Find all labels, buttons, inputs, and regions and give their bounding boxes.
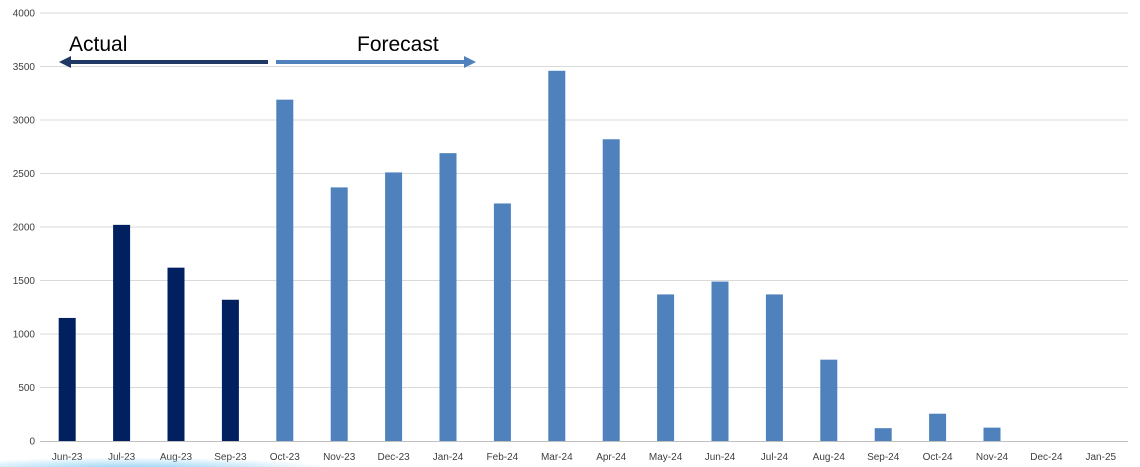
- x-tick-label: Aug-24: [813, 452, 846, 463]
- x-tick-label: May-24: [649, 452, 683, 463]
- bar-sep-24: [874, 428, 892, 441]
- gridlines: [40, 12, 1128, 388]
- y-tick-label: 1500: [13, 276, 36, 287]
- bar-jun-23: [58, 317, 76, 441]
- bar-oct-24: [929, 413, 947, 441]
- x-tick-label: Dec-23: [377, 452, 410, 463]
- x-tick-label: Sep-23: [214, 452, 247, 463]
- x-tick-label: Feb-24: [487, 452, 519, 463]
- bar-aug-24: [820, 359, 838, 441]
- y-tick-label: 1000: [13, 330, 36, 341]
- bar-nov-23: [330, 187, 348, 441]
- x-tick-label: Jan-25: [1086, 452, 1117, 463]
- x-tick-label: Mar-24: [541, 452, 573, 463]
- bar-dec-23: [385, 172, 403, 441]
- x-tick-label: Oct-24: [923, 452, 953, 463]
- x-tick-label: Nov-23: [323, 452, 356, 463]
- bar-jul-23: [113, 224, 131, 441]
- x-tick-label: Jul-24: [761, 452, 789, 463]
- x-tick-label: Jan-24: [433, 452, 464, 463]
- bar-jul-24: [765, 294, 783, 441]
- actual-arrow-head: [59, 56, 71, 68]
- bars: [58, 70, 1001, 442]
- bar-aug-23: [167, 267, 185, 441]
- y-tick-label: 3500: [13, 62, 36, 73]
- x-tick-label: Sep-24: [867, 452, 900, 463]
- x-tick-label: Jun-23: [52, 452, 83, 463]
- bar-oct-23: [276, 99, 294, 442]
- bar-sep-23: [221, 299, 239, 441]
- bar-may-24: [657, 294, 675, 441]
- y-tick-label: 2500: [13, 169, 36, 180]
- bar-mar-24: [548, 70, 566, 441]
- bar-jun-24: [711, 281, 729, 441]
- bar-apr-24: [602, 139, 620, 441]
- x-tick-label: Jun-24: [705, 452, 736, 463]
- forecast-arrow-head: [464, 56, 476, 68]
- x-tick-label: Nov-24: [976, 452, 1009, 463]
- bar-feb-24: [493, 203, 511, 441]
- y-tick-label: 4000: [13, 9, 36, 20]
- x-tick-label: Jul-23: [108, 452, 136, 463]
- actual-annotation-label: Actual: [69, 33, 127, 56]
- y-tick-label: 3000: [13, 116, 36, 127]
- y-tick-label: 0: [29, 437, 35, 448]
- x-axis-ticks: Jun-23 Jul-23 Aug-23 Sep-23 Oct-23 Nov-23 Dec-…: [52, 452, 1117, 463]
- y-tick-label: 2000: [13, 223, 36, 234]
- y-tick-label: 500: [18, 383, 35, 394]
- x-tick-label: Apr-24: [596, 452, 626, 463]
- annotations: Actual Forecast: [59, 33, 476, 68]
- x-tick-label: Aug-23: [160, 452, 193, 463]
- bar-jan-24: [439, 153, 457, 442]
- bar-nov-24: [983, 427, 1001, 441]
- forecast-annotation-label: Forecast: [357, 33, 439, 56]
- decorative-glow: [0, 458, 330, 467]
- x-tick-label: Dec-24: [1030, 452, 1063, 463]
- y-axis-ticks: 0 500 1000 1500 2000 2500 3000 3500 4000: [13, 9, 36, 448]
- x-tick-label: Oct-23: [270, 452, 300, 463]
